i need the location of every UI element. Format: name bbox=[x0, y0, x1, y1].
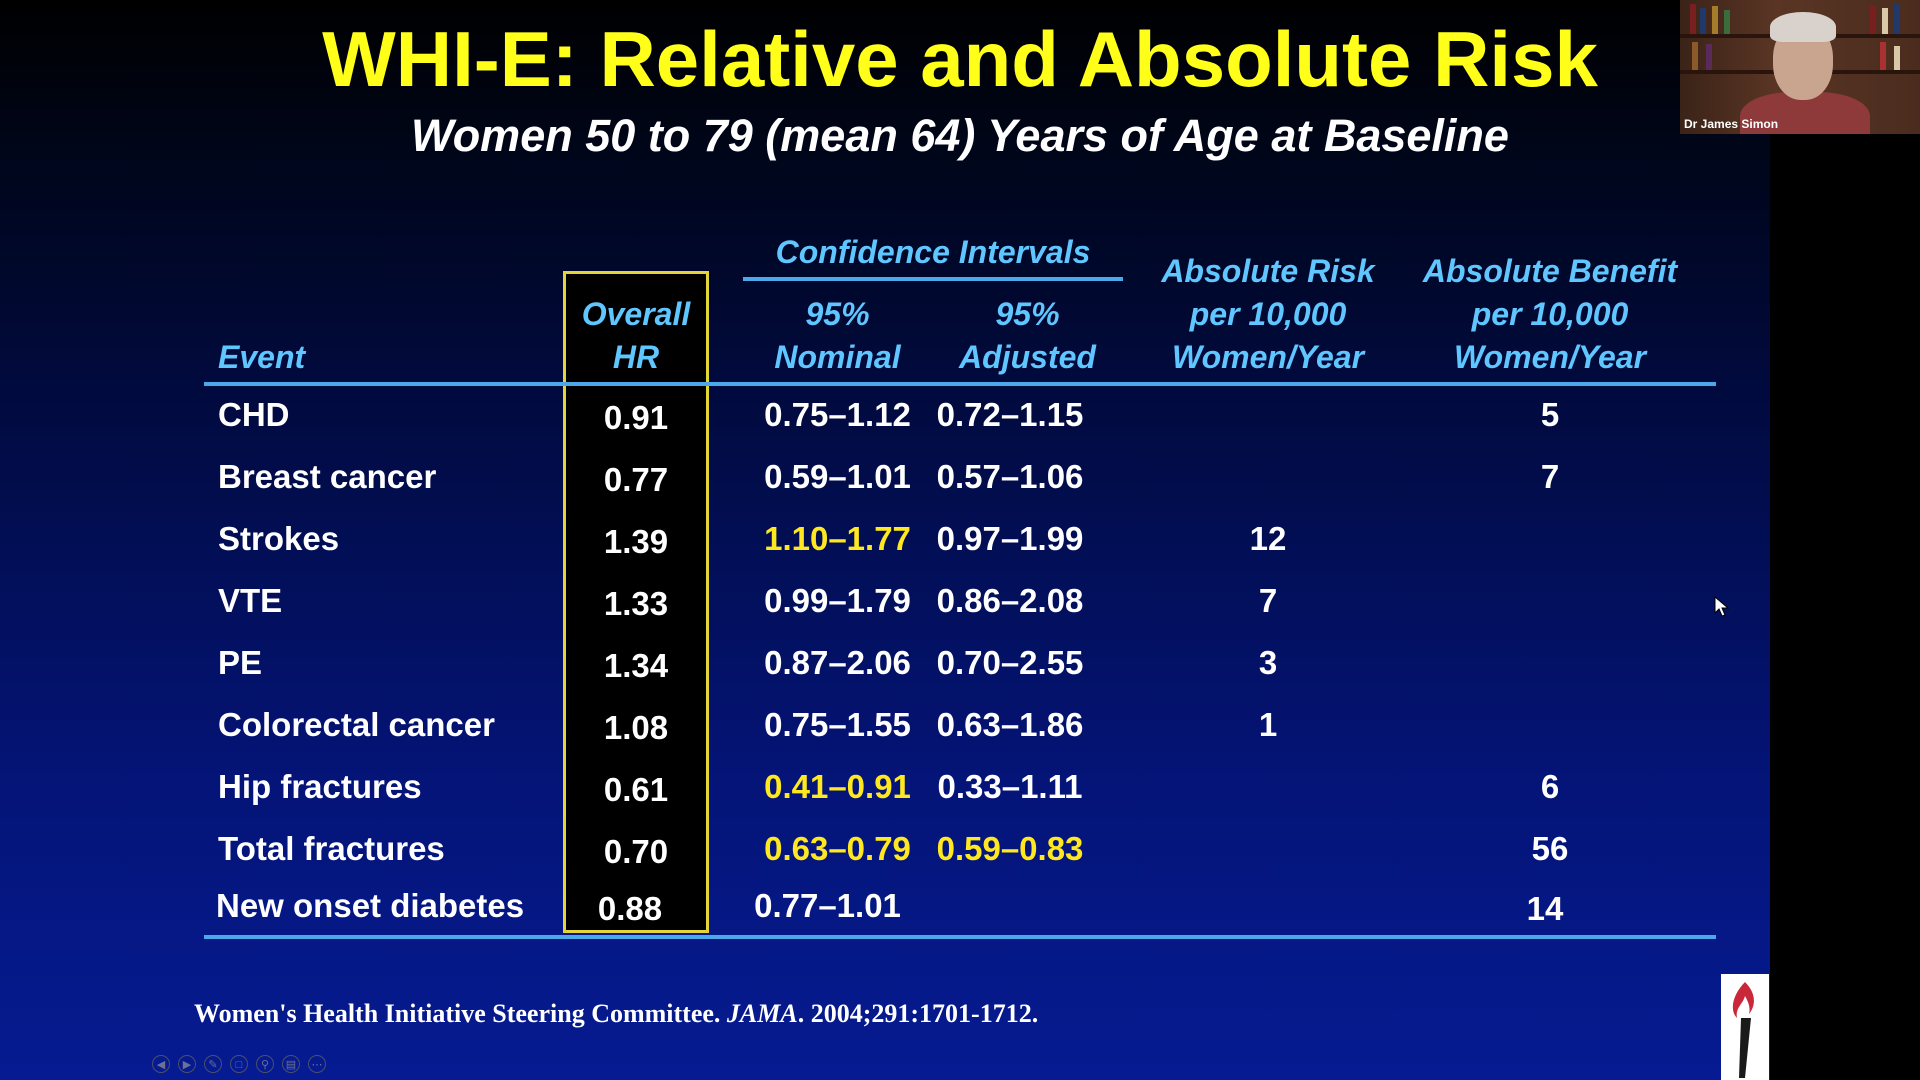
book bbox=[1690, 4, 1696, 34]
absolute-risk-cell: 1 bbox=[1258, 706, 1278, 743]
speaker-name-label: Dr James Simon bbox=[1684, 117, 1779, 131]
adjusted-ci-cell: 0.59–0.83 bbox=[936, 830, 1084, 867]
nominal-ci-cell: 0.63–0.79 bbox=[764, 830, 911, 867]
hr-cell: 0.70 bbox=[603, 833, 669, 870]
table-row: PE 1.34 0.87–2.06 0.70–2.55 3 bbox=[0, 637, 1770, 689]
speaker-video-thumbnail[interactable]: Dr James Simon bbox=[1680, 0, 1920, 134]
header-confidence-intervals: Confidence Intervals bbox=[775, 234, 1091, 270]
nominal-ci-cell: 0.59–1.01 bbox=[764, 458, 911, 495]
event-cell: Breast cancer bbox=[218, 458, 437, 495]
table-row: Strokes 1.39 1.10–1.77 0.97–1.99 12 bbox=[0, 513, 1770, 565]
header-overall-hr: Overall HR bbox=[581, 296, 691, 375]
adjusted-ci-cell: 0.57–1.06 bbox=[936, 458, 1084, 495]
nominal-ci-cell: 1.10–1.77 bbox=[764, 520, 911, 557]
subtitles-icon[interactable]: ▤ bbox=[282, 1055, 300, 1073]
table-row: CHD 0.91 0.75–1.12 0.72–1.15 5 bbox=[0, 389, 1770, 441]
event-cell: VTE bbox=[218, 582, 283, 619]
table-row: New onset diabetes 0.88 0.77–1.01 14 bbox=[0, 880, 1770, 932]
zoom-icon[interactable]: ⚲ bbox=[256, 1055, 274, 1073]
book bbox=[1880, 42, 1886, 70]
hr-cell: 0.88 bbox=[597, 890, 663, 927]
table-row: Total fractures 0.70 0.63–0.79 0.59–0.83… bbox=[0, 823, 1770, 875]
previous-icon[interactable]: ◀ bbox=[152, 1055, 170, 1073]
hr-cell: 0.77 bbox=[603, 461, 669, 498]
book bbox=[1700, 8, 1706, 34]
header-absolute-risk: Absolute Risk per 10,000 Women/Year bbox=[1161, 253, 1375, 375]
book bbox=[1894, 4, 1900, 34]
absolute-risk-cell: 3 bbox=[1258, 644, 1278, 681]
absolute-risk-cell: 7 bbox=[1258, 582, 1278, 619]
book bbox=[1724, 10, 1730, 34]
citation-authors: Women's Health Initiative Steering Commi… bbox=[194, 999, 727, 1028]
book bbox=[1692, 42, 1698, 70]
absolute-benefit-cell: 56 bbox=[1531, 830, 1569, 867]
table-row: Hip fractures 0.61 0.41–0.91 0.33–1.11 6 bbox=[0, 761, 1770, 813]
citation: Women's Health Initiative Steering Commi… bbox=[194, 996, 1038, 1032]
header-rule bbox=[204, 382, 1716, 386]
overall-hr-highlight-box bbox=[563, 271, 709, 933]
book bbox=[1882, 8, 1888, 34]
next-icon[interactable]: ▶ bbox=[178, 1055, 196, 1073]
hr-cell: 1.33 bbox=[603, 585, 669, 622]
header-absolute-benefit: Absolute Benefit per 10,000 Women/Year bbox=[1422, 253, 1678, 375]
header-95-nominal: 95% Nominal bbox=[774, 296, 901, 375]
table-row: Breast cancer 0.77 0.59–1.01 0.57–1.06 7 bbox=[0, 451, 1770, 503]
event-cell: Strokes bbox=[218, 520, 340, 557]
pen-icon[interactable]: ✎ bbox=[204, 1055, 222, 1073]
hr-cell: 1.08 bbox=[603, 709, 669, 746]
letterbox-bar bbox=[1770, 0, 1920, 1080]
adjusted-ci-cell: 0.70–2.55 bbox=[936, 644, 1084, 681]
event-cell: New onset diabetes bbox=[216, 887, 525, 924]
book bbox=[1870, 6, 1876, 34]
header-event: Event bbox=[218, 339, 306, 375]
citation-details: . 2004;291:1701-1712. bbox=[797, 999, 1039, 1028]
table-row: VTE 1.33 0.99–1.79 0.86–2.08 7 bbox=[0, 575, 1770, 627]
book bbox=[1712, 6, 1718, 34]
hr-cell: 1.39 bbox=[603, 523, 669, 560]
adjusted-ci-cell: 0.63–1.86 bbox=[936, 706, 1084, 743]
event-cell: Total fractures bbox=[218, 830, 445, 867]
ci-group-underline bbox=[743, 277, 1123, 281]
adjusted-ci-cell: 0.72–1.15 bbox=[936, 396, 1084, 433]
presentation-slide: WHI-E: Relative and Absolute Risk Women … bbox=[0, 0, 1770, 1080]
hr-cell: 0.61 bbox=[603, 771, 669, 808]
event-cell: PE bbox=[218, 644, 263, 681]
bottom-rule bbox=[204, 935, 1716, 939]
slide-subtitle: Women 50 to 79 (mean 64) Years of Age at… bbox=[411, 110, 1509, 161]
more-icon[interactable]: ⋯ bbox=[308, 1055, 326, 1073]
adjusted-ci-cell: 0.33–1.11 bbox=[937, 768, 1083, 805]
adjusted-ci-cell: 0.97–1.99 bbox=[936, 520, 1084, 557]
nominal-ci-cell: 0.77–1.01 bbox=[754, 887, 901, 924]
table-row: Colorectal cancer 1.08 0.75–1.55 0.63–1.… bbox=[0, 699, 1770, 751]
citation-journal: JAMA bbox=[726, 999, 798, 1028]
hr-cell: 0.91 bbox=[603, 399, 669, 436]
book bbox=[1894, 46, 1900, 70]
society-torch-logo-icon bbox=[1721, 974, 1769, 1080]
slides-icon[interactable]: □ bbox=[230, 1055, 248, 1073]
absolute-benefit-cell: 6 bbox=[1540, 768, 1560, 805]
absolute-benefit-cell: 14 bbox=[1526, 890, 1564, 927]
absolute-benefit-cell: 7 bbox=[1540, 458, 1560, 495]
event-cell: CHD bbox=[218, 396, 290, 433]
event-cell: Colorectal cancer bbox=[218, 706, 495, 743]
speaker-hair bbox=[1770, 12, 1836, 42]
slide-title: WHI-E: Relative and Absolute Risk bbox=[322, 15, 1598, 103]
nominal-ci-cell: 0.87–2.06 bbox=[764, 644, 911, 681]
absolute-benefit-cell: 5 bbox=[1540, 396, 1560, 433]
mouse-cursor-icon bbox=[1714, 596, 1730, 617]
slideshow-toolbar: ◀ ▶ ✎ □ ⚲ ▤ ⋯ bbox=[152, 1055, 326, 1075]
nominal-ci-cell: 0.99–1.79 bbox=[764, 582, 911, 619]
header-95-adjusted: 95% Adjusted bbox=[959, 296, 1096, 375]
hr-cell: 1.34 bbox=[603, 647, 669, 684]
book bbox=[1706, 44, 1712, 70]
absolute-risk-cell: 12 bbox=[1249, 520, 1287, 557]
nominal-ci-cell: 0.75–1.12 bbox=[764, 396, 911, 433]
adjusted-ci-cell: 0.86–2.08 bbox=[936, 582, 1084, 619]
nominal-ci-cell: 0.75–1.55 bbox=[764, 706, 911, 743]
nominal-ci-cell: 0.41–0.91 bbox=[764, 768, 911, 805]
event-cell: Hip fractures bbox=[218, 768, 422, 805]
